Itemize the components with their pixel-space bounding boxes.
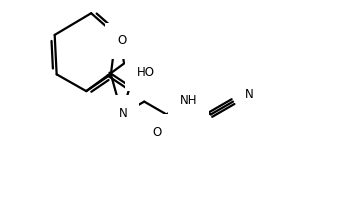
- Text: N: N: [119, 107, 127, 120]
- Text: NH: NH: [180, 94, 197, 107]
- Text: O: O: [117, 34, 126, 48]
- Text: O: O: [152, 126, 161, 139]
- Text: HO: HO: [137, 66, 155, 79]
- Text: N: N: [245, 88, 254, 101]
